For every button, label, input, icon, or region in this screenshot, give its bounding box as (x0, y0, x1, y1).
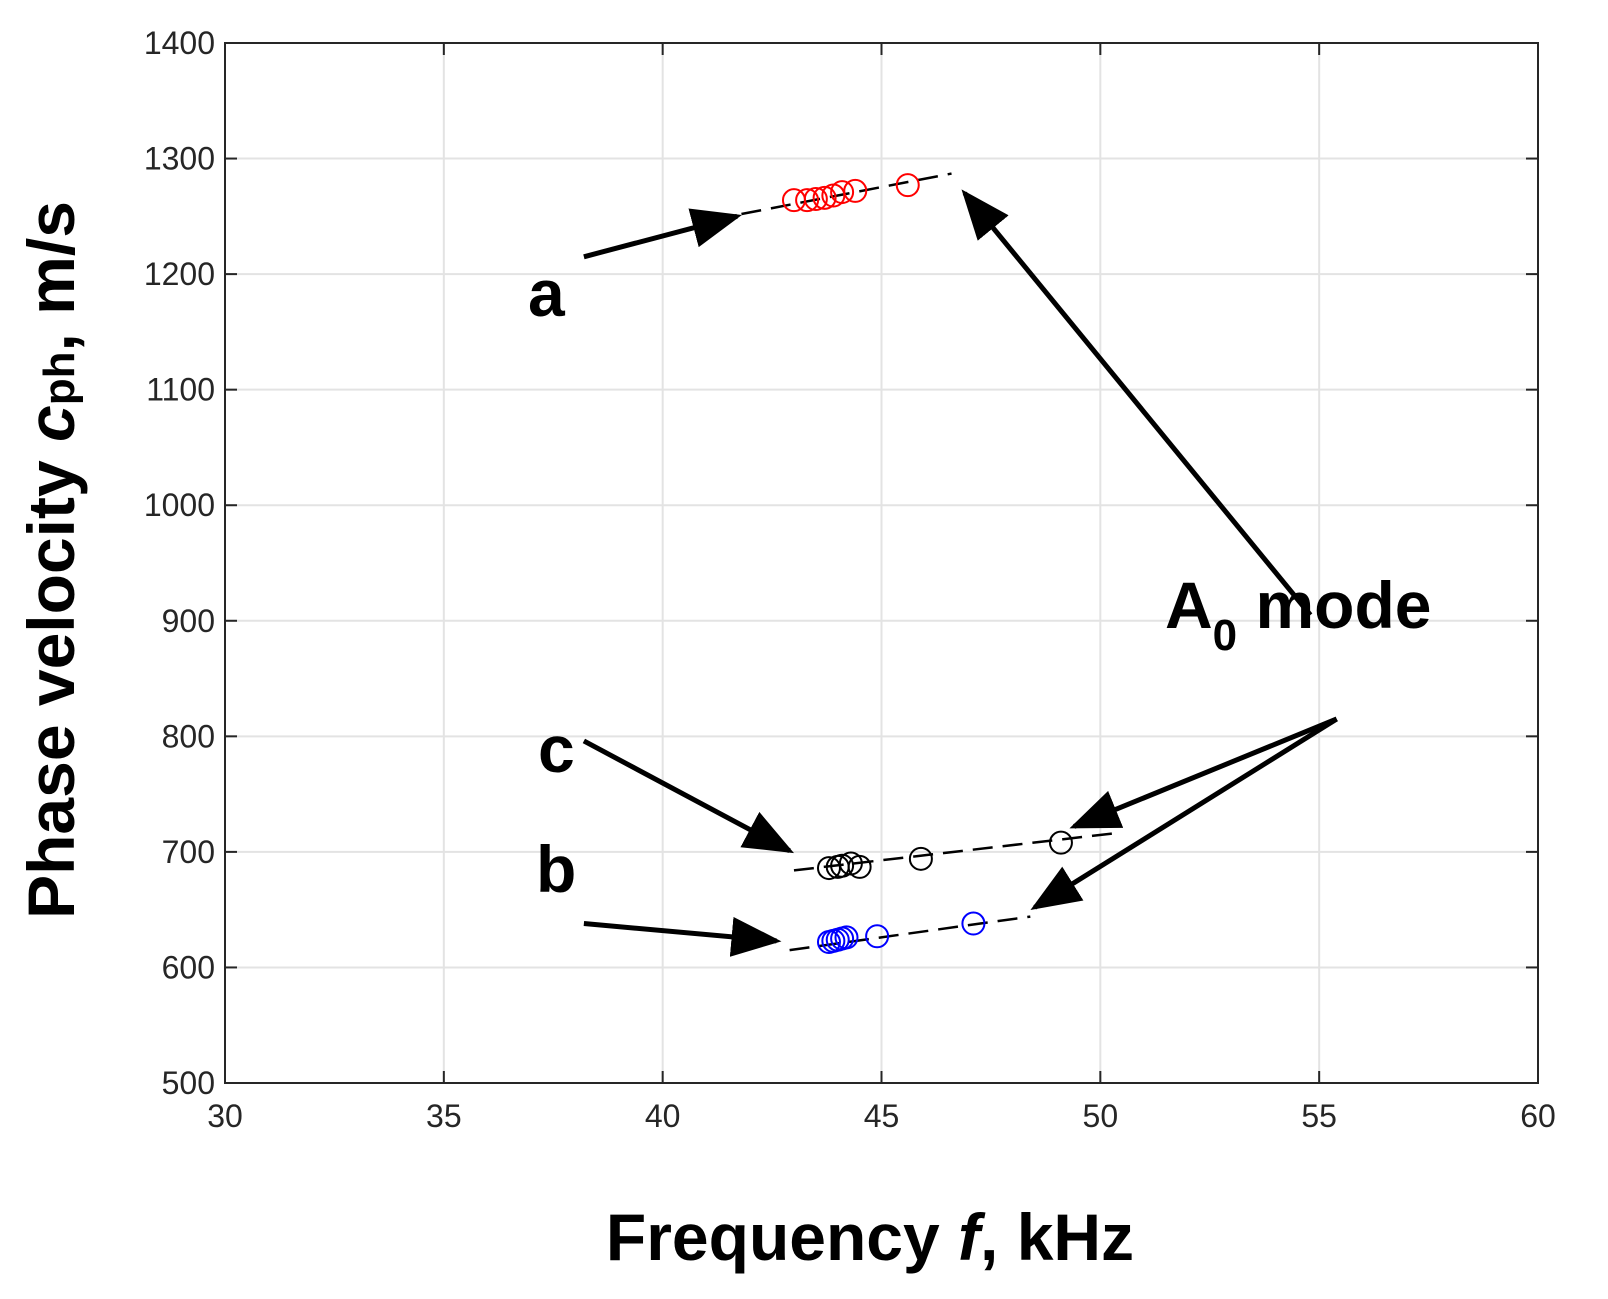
fit-line-b (789, 915, 1031, 952)
y-axis-title-suffix: , m/s (14, 201, 88, 351)
a0-mode-label-letter: A (1165, 568, 1213, 642)
y-tick-label: 700 (162, 834, 215, 870)
data-point-a (895, 173, 920, 198)
x-tick-label: 55 (1301, 1098, 1337, 1134)
data-point-b (961, 911, 986, 936)
data-point-a (830, 180, 855, 205)
data-point-b (865, 924, 890, 949)
a0-mode-label-subscript: 0 (1213, 611, 1237, 660)
y-tick-label: 1200 (144, 256, 215, 292)
annotation-arrow-c (582, 738, 795, 854)
data-point-c (908, 846, 933, 871)
y-tick-label: 500 (162, 1065, 215, 1101)
x-tick-label: 50 (1083, 1098, 1119, 1134)
x-axis-title: Frequency f, kHz (606, 1200, 1134, 1274)
y-tick-label: 600 (162, 949, 215, 985)
y-axis-title: Phase velocity cph, m/s (14, 201, 88, 919)
a0-mode-arrow (961, 189, 1313, 617)
annotation-arrows (582, 189, 1338, 957)
a0-mode-arrow (1030, 716, 1338, 911)
fit-lines (741, 172, 1114, 952)
annotation-label-a: a (528, 256, 566, 330)
x-axis-title-suffix: , kHz (980, 1200, 1134, 1274)
y-tick-label: 1400 (144, 25, 215, 61)
data-point-a (843, 178, 868, 203)
annotation-label-b: b (536, 832, 576, 906)
x-axis-title-prefix: Frequency (606, 1200, 958, 1274)
data-points (781, 173, 1073, 955)
fit-line-a (741, 172, 952, 216)
y-tick-label: 800 (162, 718, 215, 754)
data-point-a (812, 185, 837, 210)
data-point-a (795, 188, 820, 213)
annotation-arrow-a (583, 208, 742, 260)
x-tick-label: 45 (864, 1098, 900, 1134)
annotation-label-c: c (538, 712, 575, 786)
data-point-a (803, 187, 828, 211)
y-tick-label: 1300 (144, 141, 215, 177)
data-point-c (1048, 830, 1073, 855)
x-tick-label: 30 (207, 1098, 243, 1134)
a0-mode-label-suffix: mode (1237, 568, 1431, 642)
data-point-a (781, 188, 806, 213)
fit-line-c (793, 832, 1114, 872)
data-point-b (834, 925, 859, 950)
y-tick-label: 1000 (144, 487, 215, 523)
data-point-c (830, 853, 855, 878)
annotation-arrow-b (583, 916, 782, 957)
x-tick-label: 35 (426, 1098, 462, 1134)
data-point-c (847, 854, 872, 879)
a0-mode-arrow (1069, 716, 1338, 829)
axis-ticks: 30 35 40 45 50 55 60 500 600 700 800 900 1000 1100 120… (144, 25, 1556, 1134)
y-axis-title-prefix: Phase velocity (14, 442, 88, 919)
y-tick-label: 900 (162, 603, 215, 639)
x-tick-label: 60 (1520, 1098, 1556, 1134)
y-tick-label: 1100 (146, 372, 215, 408)
y-axis-title-variable: c (14, 405, 88, 442)
annotation-label-a0-mode: A0 mode (1165, 568, 1432, 660)
x-tick-label: 40 (645, 1098, 681, 1134)
y-axis-title-subscript: ph (35, 352, 84, 406)
